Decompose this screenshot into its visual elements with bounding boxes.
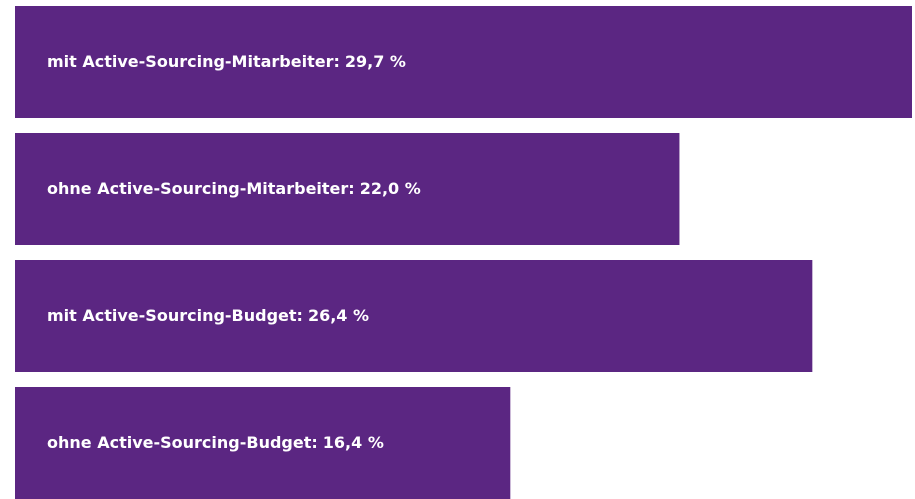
category-label: ohne Active-Sourcing-Mitarbeiter: bbox=[47, 179, 355, 198]
value-label: 26,4 % bbox=[308, 306, 369, 325]
bar bbox=[15, 260, 813, 372]
bar bbox=[15, 133, 680, 245]
bar-label: ohne Active-Sourcing-Budget: 16,4 % bbox=[47, 433, 384, 452]
value-label: 16,4 % bbox=[323, 433, 384, 452]
bar-label: mit Active-Sourcing-Budget: 26,4 % bbox=[47, 306, 369, 325]
bar-label: ohne Active-Sourcing-Mitarbeiter: 22,0 % bbox=[47, 179, 421, 198]
value-label: 22,0 % bbox=[360, 179, 421, 198]
category-label: ohne Active-Sourcing-Budget: bbox=[47, 433, 318, 452]
category-label: mit Active-Sourcing-Mitarbeiter: bbox=[47, 52, 340, 71]
value-label: 29,7 % bbox=[345, 52, 406, 71]
bar-label: mit Active-Sourcing-Mitarbeiter: 29,7 % bbox=[47, 52, 406, 71]
bar bbox=[15, 387, 511, 499]
category-label: mit Active-Sourcing-Budget: bbox=[47, 306, 303, 325]
bar bbox=[15, 6, 912, 118]
